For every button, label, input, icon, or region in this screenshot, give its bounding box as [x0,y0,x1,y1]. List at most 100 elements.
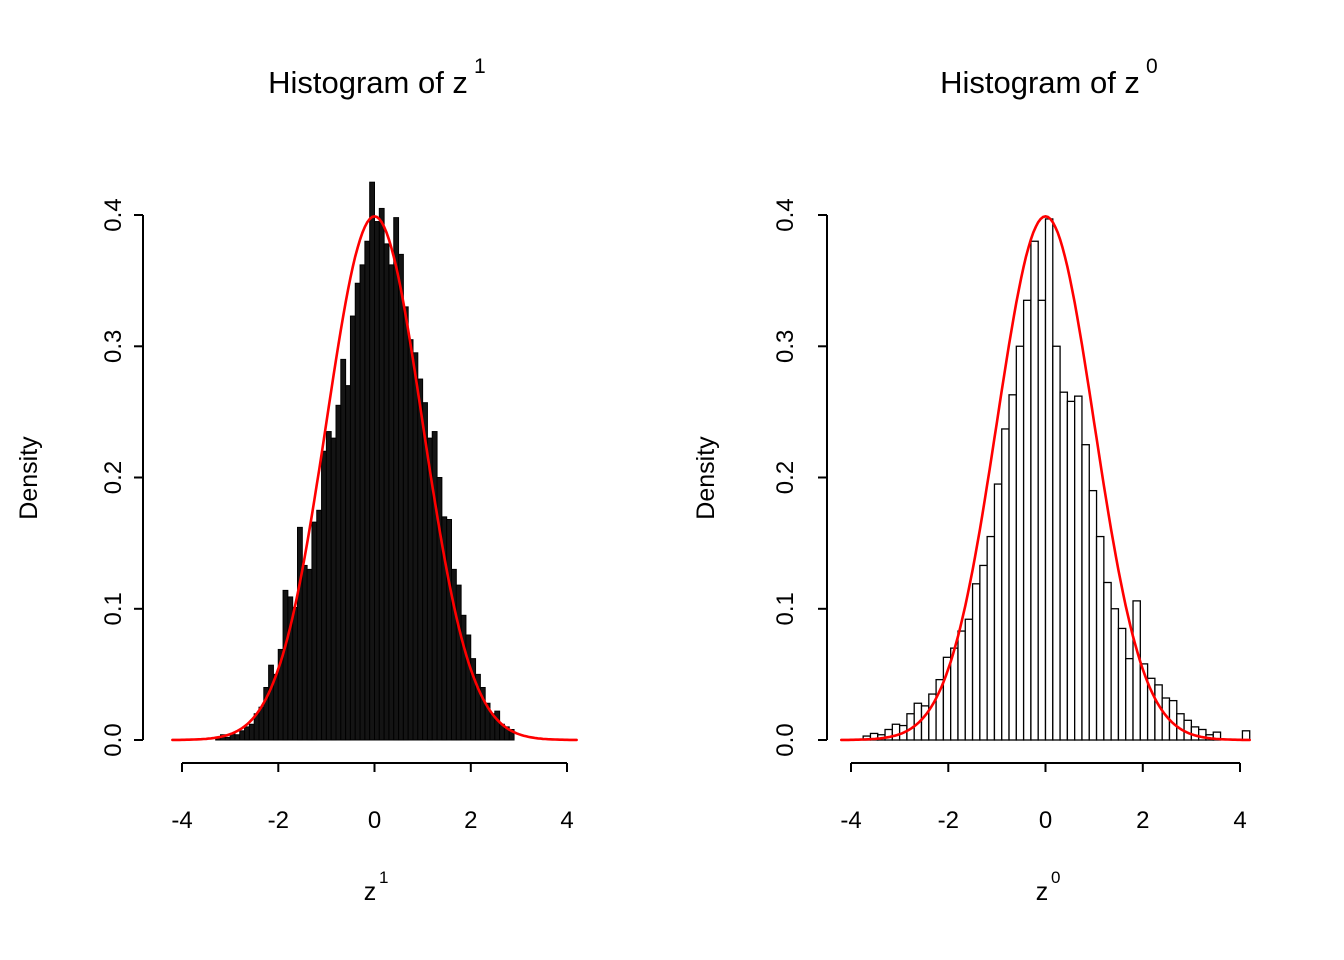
histogram-bar [297,526,303,741]
x-axis-title: z [1036,878,1049,906]
histogram-bar [374,221,380,741]
x-tick-label: 4 [560,807,573,834]
x-tick-label: 4 [1233,807,1246,834]
x-tick-label: -2 [938,807,959,834]
histogram-bar [986,535,996,741]
histogram-bar [1081,444,1090,741]
x-tick-label: 0 [1039,807,1052,834]
histogram-bar [282,589,289,741]
plot-title-superscript: 1 [474,55,486,78]
histogram-bar [301,564,308,741]
plot-area: 0.0 0.1 0.2 0.3 0.4 -4 -2 0 2 4 [772,198,1251,834]
histogram-bar [234,734,241,741]
histogram-bar [1008,394,1017,741]
x-axis-title: z [364,878,377,906]
y-tick-label: 0.4 [100,198,127,231]
histogram-bar [1052,345,1061,741]
histogram-z1-panel: Histogram of z 1 Density z 1 0.00.10.20.… [15,55,578,906]
histogram-bar [325,431,332,741]
y-tick-label: 0.0 [772,723,799,756]
y-tick-label: 0.1 [772,592,799,625]
histogram-bar [402,306,409,741]
histogram-bar [393,217,400,741]
x-tick-label: -4 [840,807,861,834]
histogram-bar [378,207,385,741]
histogram-bar [340,358,347,741]
plot-title: Histogram of z [940,65,1140,100]
histogram-bar [1022,299,1032,741]
plot-title: Histogram of z [268,65,468,100]
histogram-bar [359,264,366,741]
histogram-bar [239,730,246,741]
x-axis-title-superscript: 1 [379,868,388,887]
histogram-bar [306,568,313,741]
histogram-bar [1125,657,1134,741]
histogram-bar [1154,684,1163,741]
histogram-bar [417,378,424,741]
histogram-bar [891,723,901,741]
histogram-bar [244,726,250,741]
histogram-bar [1030,240,1039,741]
histogram-bar [446,519,453,741]
y-tick-label: 0.1 [100,592,127,625]
histogram-bar [224,736,231,741]
histogram-bar [407,339,414,741]
histogram-bar [412,352,419,741]
y-tick-label: 0.3 [772,330,799,363]
x-tick-label: -4 [171,807,192,834]
normal-density-curve [171,215,578,742]
histogram-bar [369,181,376,741]
histogram-bar [957,630,966,741]
x-tick-label: 2 [464,807,477,834]
y-tick-label: 0.4 [772,198,799,231]
histogram-bar [1088,489,1098,741]
histogram-bar [460,614,467,741]
normal-density-curve [840,215,1251,742]
x-tick-label: 0 [368,807,381,834]
histogram-bar [330,437,337,741]
histogram-bar [316,509,323,741]
histogram-bar [494,710,501,741]
y-axis-title: Density [15,436,43,520]
histogram-bar [1015,345,1025,741]
histogram-z0-panel: Histogram of z 0 Density z 0 0.00.10.20.… [692,55,1251,906]
histogram-bar [979,564,988,741]
y-tick-label: 0.2 [772,461,799,494]
histogram-bar [349,315,356,741]
x-axis-title-superscript: 0 [1051,868,1060,887]
histogram-bar [1074,395,1083,741]
histogram-bar [272,673,279,741]
histogram-bar [1044,218,1054,741]
x-tick-label: 2 [1136,807,1149,834]
histogram-bar [258,706,265,741]
histogram-bar [971,583,981,741]
plot-title-superscript: 0 [1146,55,1158,78]
histogram-bar [364,240,371,741]
histogram-bar [1066,400,1076,741]
histogram-bar [431,431,438,741]
histogram-bar [1037,299,1047,741]
histogram-bar [321,450,327,741]
y-axis-title: Density [692,436,720,520]
y-tick-label: 0.3 [100,330,127,363]
histogram-bar [388,264,395,741]
histogram-bar [292,606,299,741]
histogram-bar [1132,600,1141,741]
x-tick-label: -2 [268,807,289,834]
histogram-bar [268,664,274,741]
histogram-bar [1103,581,1112,741]
histogram-bar [354,282,361,741]
histogram-bar [1059,391,1069,741]
histogram-bar [248,723,255,741]
histogram-bar [993,483,1003,741]
histogram-bar [1110,608,1120,741]
histogram-bar [383,243,390,741]
y-tick-label: 0.2 [100,461,127,494]
histogram-bar [335,404,342,741]
histogram-bar [1117,627,1127,741]
histogram-bar [465,634,472,741]
histogram-bar [345,385,351,741]
histogram-bar [311,521,318,741]
histogram-bar [455,584,462,741]
